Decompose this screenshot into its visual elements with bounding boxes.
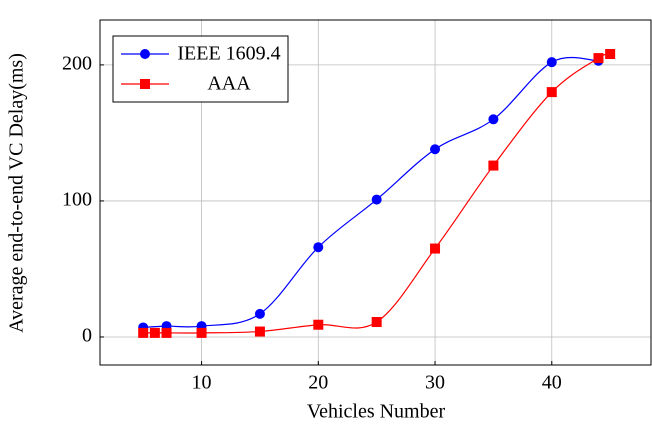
marker [138,327,149,338]
x-tick-label: 10 [192,372,212,394]
marker [430,243,441,254]
legend-box [112,35,289,103]
marker [254,308,265,319]
marker [488,114,499,125]
marker [371,194,382,205]
legend-label: AAA [207,73,251,95]
marker [196,327,207,338]
y-tick-label: 200 [62,52,92,74]
x-axis-label: Vehicles Number [307,401,446,423]
marker [546,87,557,98]
legend-marker [140,79,150,89]
marker [430,144,441,155]
legend-marker [140,49,150,59]
marker [149,327,160,338]
x-tick-label: 40 [542,372,562,394]
marker [593,53,604,64]
marker [546,57,557,68]
legend-label: IEEE 1609.4 [177,43,280,65]
marker [488,160,499,171]
marker [313,319,324,330]
marker [605,49,616,60]
marker [254,326,265,337]
y-axis-label: Average end-to-end VC Delay(ms) [6,53,28,333]
x-tick-label: 20 [308,372,328,394]
y-tick-label: 0 [82,325,92,347]
marker [371,317,382,328]
y-tick-label: 100 [62,189,92,211]
x-tick-label: 30 [425,372,445,394]
marker [161,327,172,338]
plot-frame [99,19,652,366]
marker [313,242,324,253]
line [143,56,599,329]
